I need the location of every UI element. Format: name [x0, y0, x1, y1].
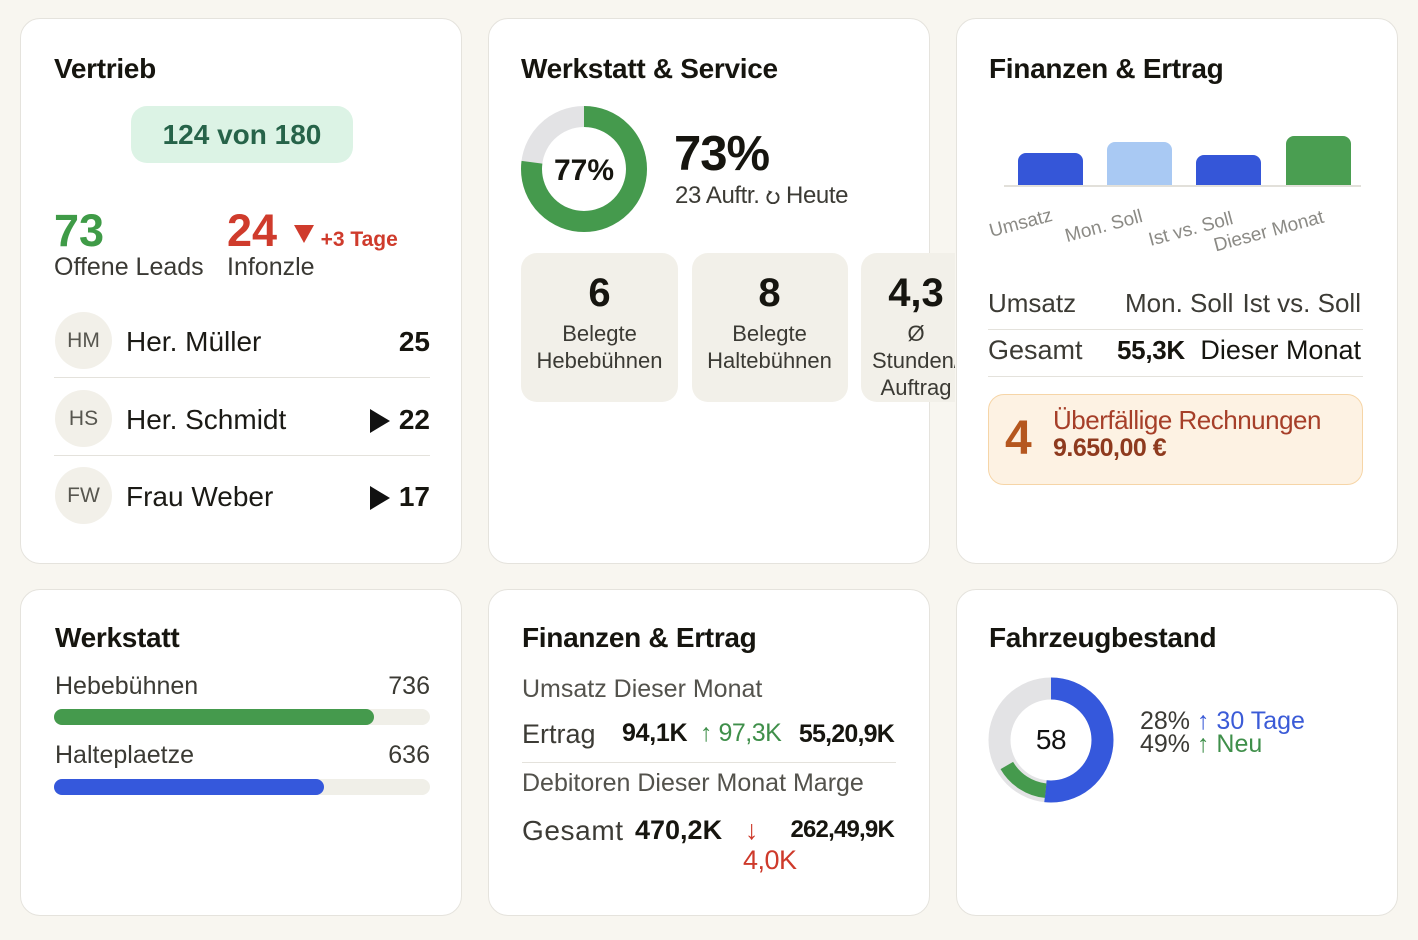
svg-text:58: 58 — [1036, 724, 1066, 755]
svg-text:77%: 77% — [554, 154, 614, 187]
